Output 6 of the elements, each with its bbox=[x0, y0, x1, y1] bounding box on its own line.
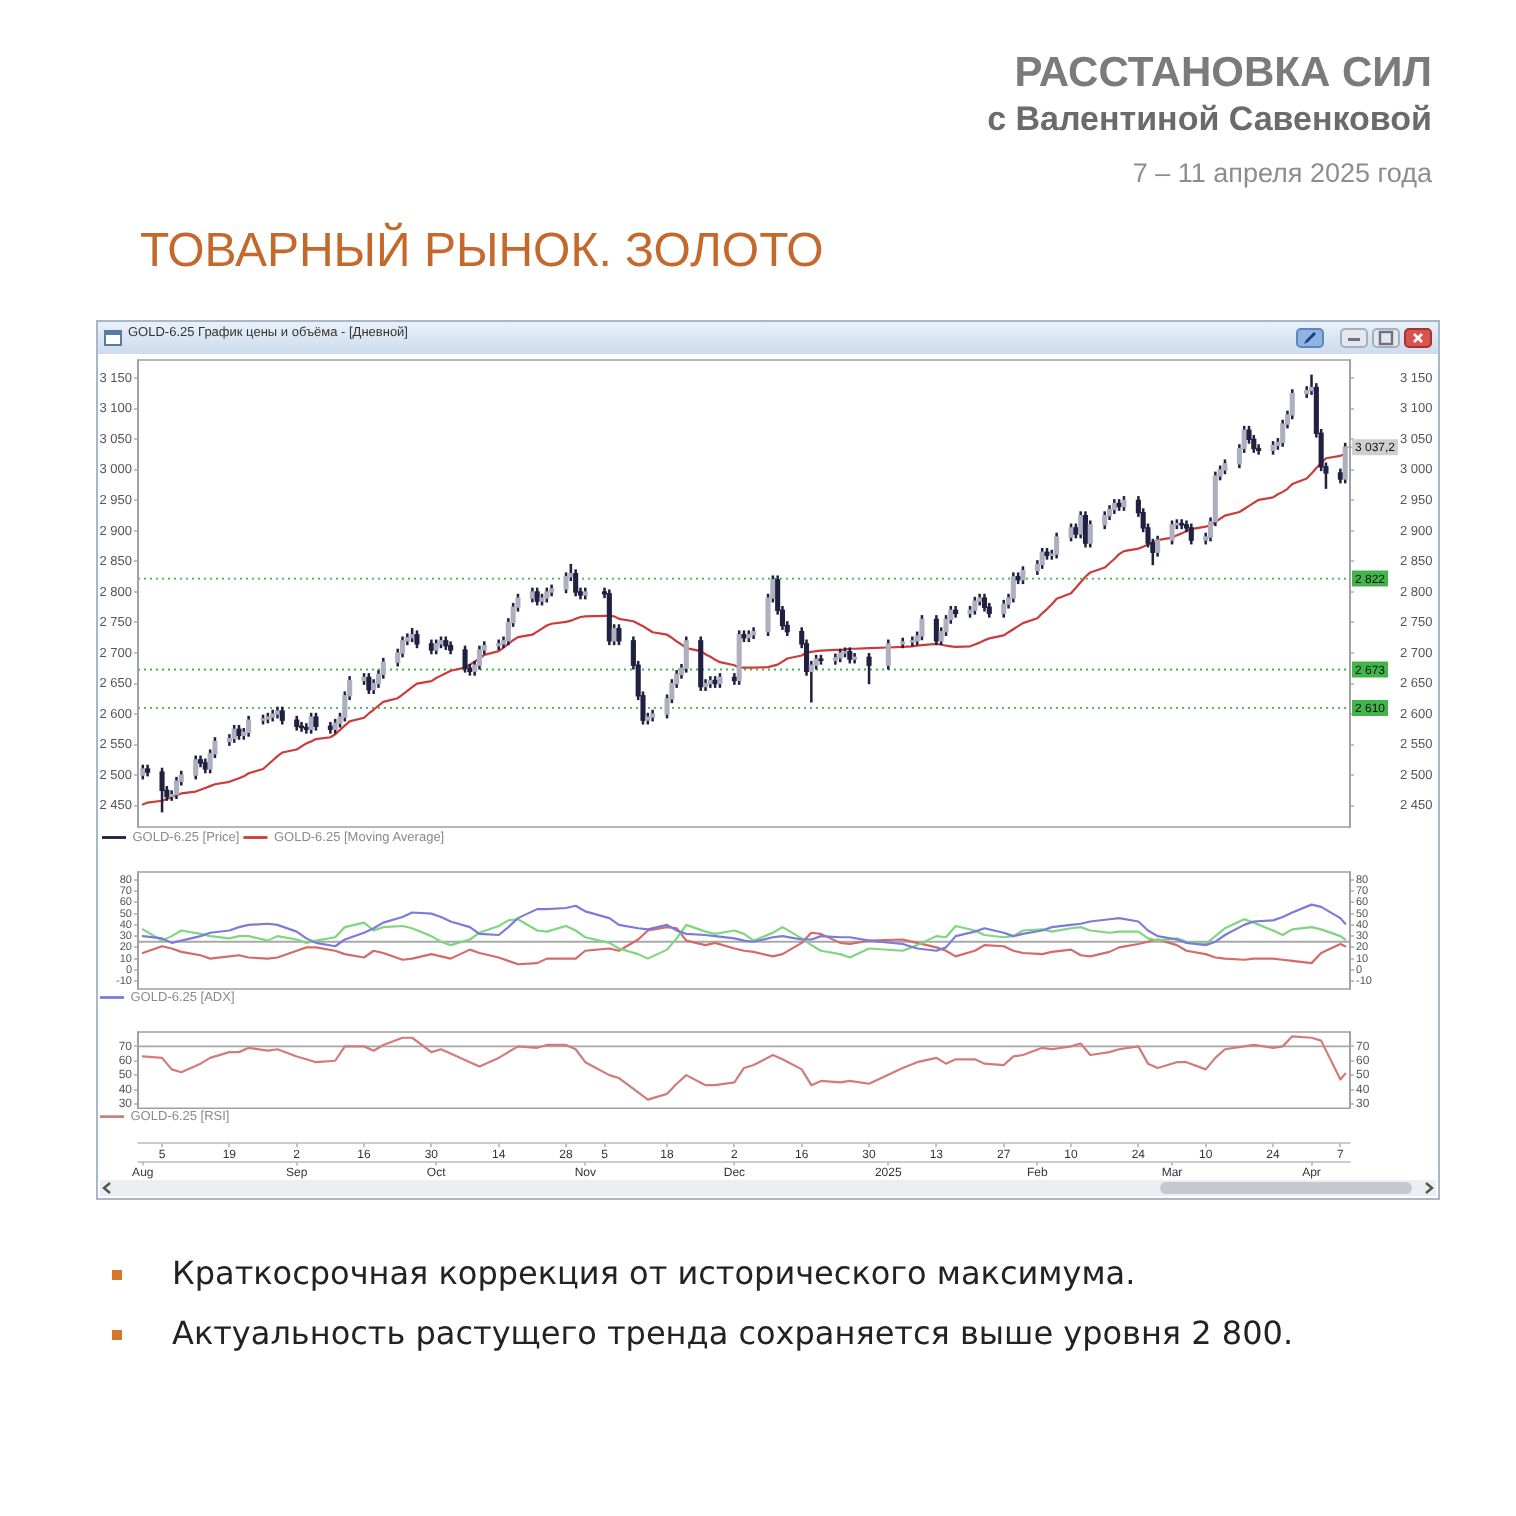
text: Краткосрочная коррекция от исторического максимума. bbox=[172, 1254, 1136, 1294]
text: Актуальность растущего тренда сохраняется выше уровня 2 800. bbox=[172, 1314, 1294, 1354]
chart-title: ТОВАРНЫЙ РЫНОК. ЗОЛОТО bbox=[140, 224, 824, 280]
text: РАССТАНОВКА СИЛ bbox=[1012, 48, 1432, 98]
text: с Валентиной Савенковой bbox=[985, 98, 1432, 140]
text: 7 – 11 апреля 2025 года bbox=[1132, 158, 1432, 188]
